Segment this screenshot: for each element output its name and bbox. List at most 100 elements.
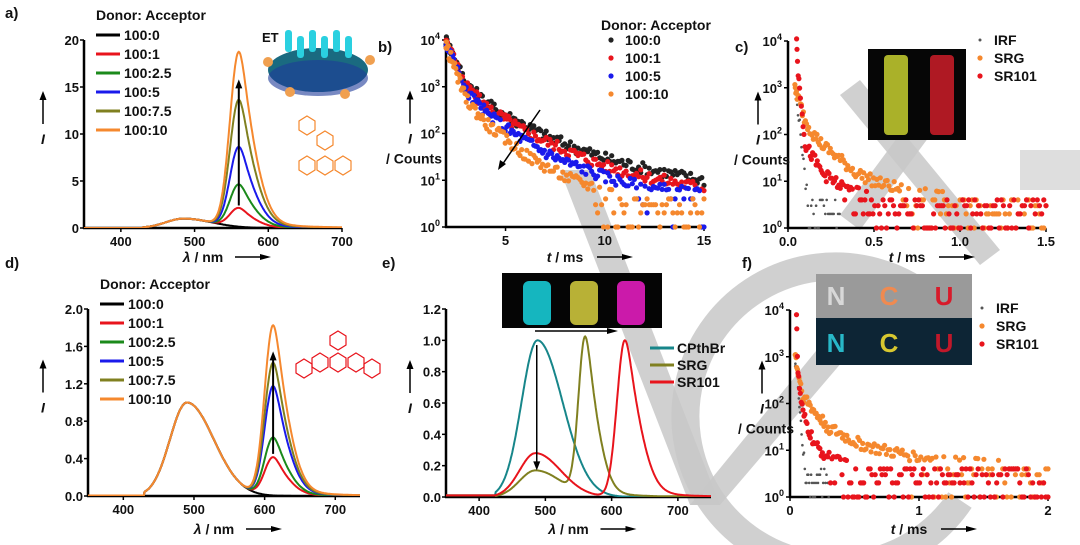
inset-letter: C	[880, 328, 899, 358]
data-point	[457, 75, 463, 81]
data-point	[960, 197, 966, 203]
data-point	[661, 181, 667, 187]
data-point	[1028, 203, 1034, 209]
y-tick-label: 0.0	[65, 489, 83, 504]
data-point	[867, 171, 873, 177]
legend-label: SRG	[677, 357, 707, 373]
data-point	[562, 178, 568, 184]
panel-label: e)	[382, 255, 395, 272]
data-point	[798, 405, 801, 409]
data-point	[1006, 211, 1013, 217]
y-tick-label: 101	[763, 172, 782, 189]
watermark-c	[671, 252, 972, 545]
data-point	[794, 353, 801, 359]
data-point	[1034, 197, 1040, 203]
data-point	[825, 473, 828, 477]
x-axis-arrowhead	[260, 254, 271, 260]
data-point	[676, 202, 683, 208]
legend-label: 100:2.5	[128, 334, 176, 350]
data-point	[661, 172, 667, 178]
data-point	[825, 198, 828, 202]
data-point	[504, 132, 510, 139]
data-point	[876, 480, 882, 486]
y-tick-label: 100	[421, 218, 440, 235]
data-point	[932, 225, 939, 231]
data-point	[668, 175, 674, 181]
data-point	[672, 196, 678, 202]
data-point	[804, 187, 807, 191]
data-point	[849, 186, 855, 192]
legend-label: 100:7.5	[128, 372, 176, 388]
data-point	[826, 170, 832, 176]
data-point	[891, 179, 897, 185]
data-point	[824, 481, 827, 485]
data-point	[562, 141, 568, 147]
data-point	[975, 456, 981, 462]
legend-label: SR101	[996, 336, 1039, 352]
data-point	[560, 169, 566, 175]
data-point	[638, 181, 644, 187]
data-point	[912, 453, 918, 459]
data-point	[799, 133, 802, 136]
chart-panel-c: c) 100 101 102 103 104 0.0 0.5 1.0 1.5 t / ms I / Co…	[734, 32, 1055, 265]
acceptor-molecule	[285, 87, 295, 97]
data-point	[812, 152, 818, 158]
y-tick-label: 1.2	[65, 377, 83, 392]
data-point	[848, 480, 854, 486]
data-point	[852, 211, 859, 217]
data-point	[799, 111, 805, 117]
x-tick-label: 600	[257, 234, 279, 249]
data-point	[804, 420, 810, 426]
data-point	[679, 183, 685, 189]
data-point	[565, 178, 572, 184]
legend-label: IRF	[996, 300, 1019, 316]
data-point	[587, 146, 593, 152]
inset-letter: U	[935, 328, 954, 358]
data-point	[800, 124, 806, 130]
data-point	[623, 162, 629, 169]
data-point	[908, 211, 914, 217]
energy-transfer-label: ET	[262, 30, 279, 45]
data-point	[963, 466, 969, 472]
data-point	[583, 171, 589, 177]
y-axis-label-unit: / Counts	[386, 151, 442, 167]
data-point	[625, 183, 631, 189]
y-tick-label: 0	[72, 221, 79, 236]
data-point	[965, 494, 971, 500]
data-point	[657, 167, 663, 173]
donor-molecule	[321, 36, 328, 58]
data-point	[629, 224, 635, 230]
data-point	[889, 197, 895, 203]
data-point	[524, 147, 530, 153]
data-point	[981, 456, 987, 462]
data-point	[644, 174, 650, 180]
data-point	[887, 447, 893, 453]
data-point	[481, 102, 487, 108]
data-point	[603, 196, 609, 202]
data-point	[947, 472, 953, 478]
legend-label: CPthBr	[677, 340, 726, 356]
legend-label: 100:10	[124, 122, 168, 138]
data-point	[924, 472, 930, 478]
legend-marker	[979, 341, 985, 347]
data-point	[577, 163, 583, 169]
panel-label: f)	[742, 255, 752, 272]
data-point	[646, 171, 652, 177]
data-point	[623, 202, 629, 208]
series-line-100:0	[88, 401, 360, 496]
data-point	[915, 225, 921, 231]
data-point	[912, 197, 918, 203]
legend-title: Donor: Acceptor	[601, 17, 711, 33]
x-tick-label: 5	[502, 233, 509, 248]
data-point	[801, 131, 807, 137]
y-axis-arrowhead	[39, 359, 47, 369]
data-point	[661, 210, 667, 216]
data-point	[821, 481, 825, 485]
data-point	[1025, 472, 1031, 478]
data-point	[983, 472, 989, 478]
data-point	[794, 36, 800, 42]
chart-panel-d: d) 0.0 0.4 0.8 1.2 1.6 2.0 400 500 600 700 λ / nm I D…	[5, 255, 381, 537]
y-axis-arrowhead	[406, 360, 414, 369]
data-point	[855, 185, 862, 191]
data-point	[531, 123, 537, 129]
